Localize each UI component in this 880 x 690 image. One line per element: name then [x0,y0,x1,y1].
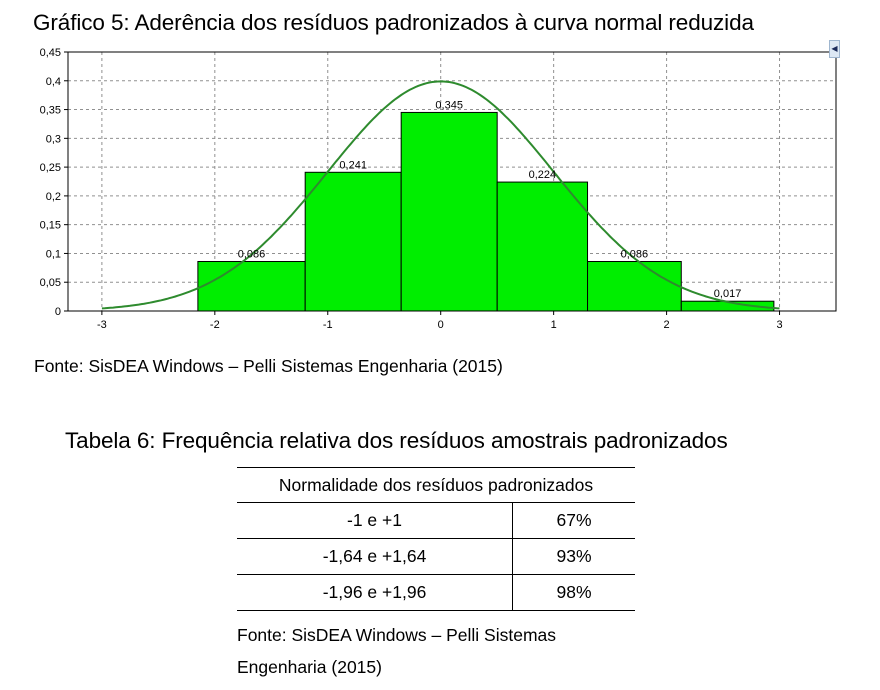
y-tick-label: 0,1 [46,248,61,260]
y-tick-label: 0,15 [40,220,61,232]
y-tick-label: 0,2 [46,191,61,203]
value-cell: 98% [512,574,635,611]
bar-value-label: 0,086 [238,249,266,261]
range-cell: -1,96 e +1,96 [237,574,513,611]
bar-value-label: 0,241 [339,159,367,171]
range-cell: -1 e +1 [237,502,513,539]
scroll-left-button[interactable]: ◀ [829,40,840,58]
chart-title: Gráfico 5: Aderência dos resíduos padron… [33,10,754,35]
y-tick-label: 0,35 [40,105,61,117]
y-tick-label: 0,45 [40,47,61,59]
chart-source: Fonte: SisDEA Windows – Pelli Sistemas E… [34,356,503,376]
table-header-row: Normalidade dos resíduos padronizados [237,467,635,503]
bar-value-label: 0,224 [529,169,557,181]
histogram-bar [587,261,682,312]
y-tick-label: 0,4 [46,76,61,88]
x-tick-label: 3 [776,319,782,331]
frequency-table: Normalidade dos resíduos padronizados -1… [237,467,635,611]
x-tick-label: -2 [210,319,220,331]
bar-value-label: 0,086 [621,249,649,261]
histogram-chart: 0,086 0,241 0,345 0,224 0,086 0,017 0 0,05 0,1 0,… [40,47,837,331]
value-cell: 67% [512,502,635,539]
plot-frame [67,51,837,312]
y-tick-label: 0,05 [40,277,61,289]
histogram-bar [496,181,589,312]
value-cell: 93% [512,538,635,575]
x-tick-label: 2 [664,319,670,331]
histogram-bar [304,171,402,312]
table-header: Normalidade dos resíduos padronizados [237,467,635,503]
histogram-bar [197,261,306,312]
table-row: -1,64 e +1,64 93% [237,538,635,575]
x-tick-label: -3 [97,319,107,331]
table-title: Tabela 6: Frequência relativa dos resídu… [65,428,728,453]
table-source: Fonte: SisDEA Windows – Pelli Sistemas E… [237,625,557,677]
table-row: -1,96 e +1,96 98% [237,574,635,611]
histogram-bar [400,111,498,312]
range-cell: -1,64 e +1,64 [237,538,513,575]
bar-value-label: 0,345 [435,99,463,111]
triangle-left-icon: ◀ [831,44,838,53]
chart-area: 0,086 0,241 0,345 0,224 0,086 0,017 0 0,05 0,1 0,… [0,40,880,345]
bar-value-label: 0,017 [714,288,742,300]
x-tick-label: 0 [438,319,444,331]
x-tick-label: 1 [551,319,557,331]
table-row: -1 e +1 67% [237,502,635,539]
y-tick-label: 0 [55,306,61,318]
y-tick-label: 0,3 [46,133,61,145]
y-tick-label: 0,25 [40,162,61,174]
x-tick-label: -1 [323,319,333,331]
normal-curve [101,80,780,310]
